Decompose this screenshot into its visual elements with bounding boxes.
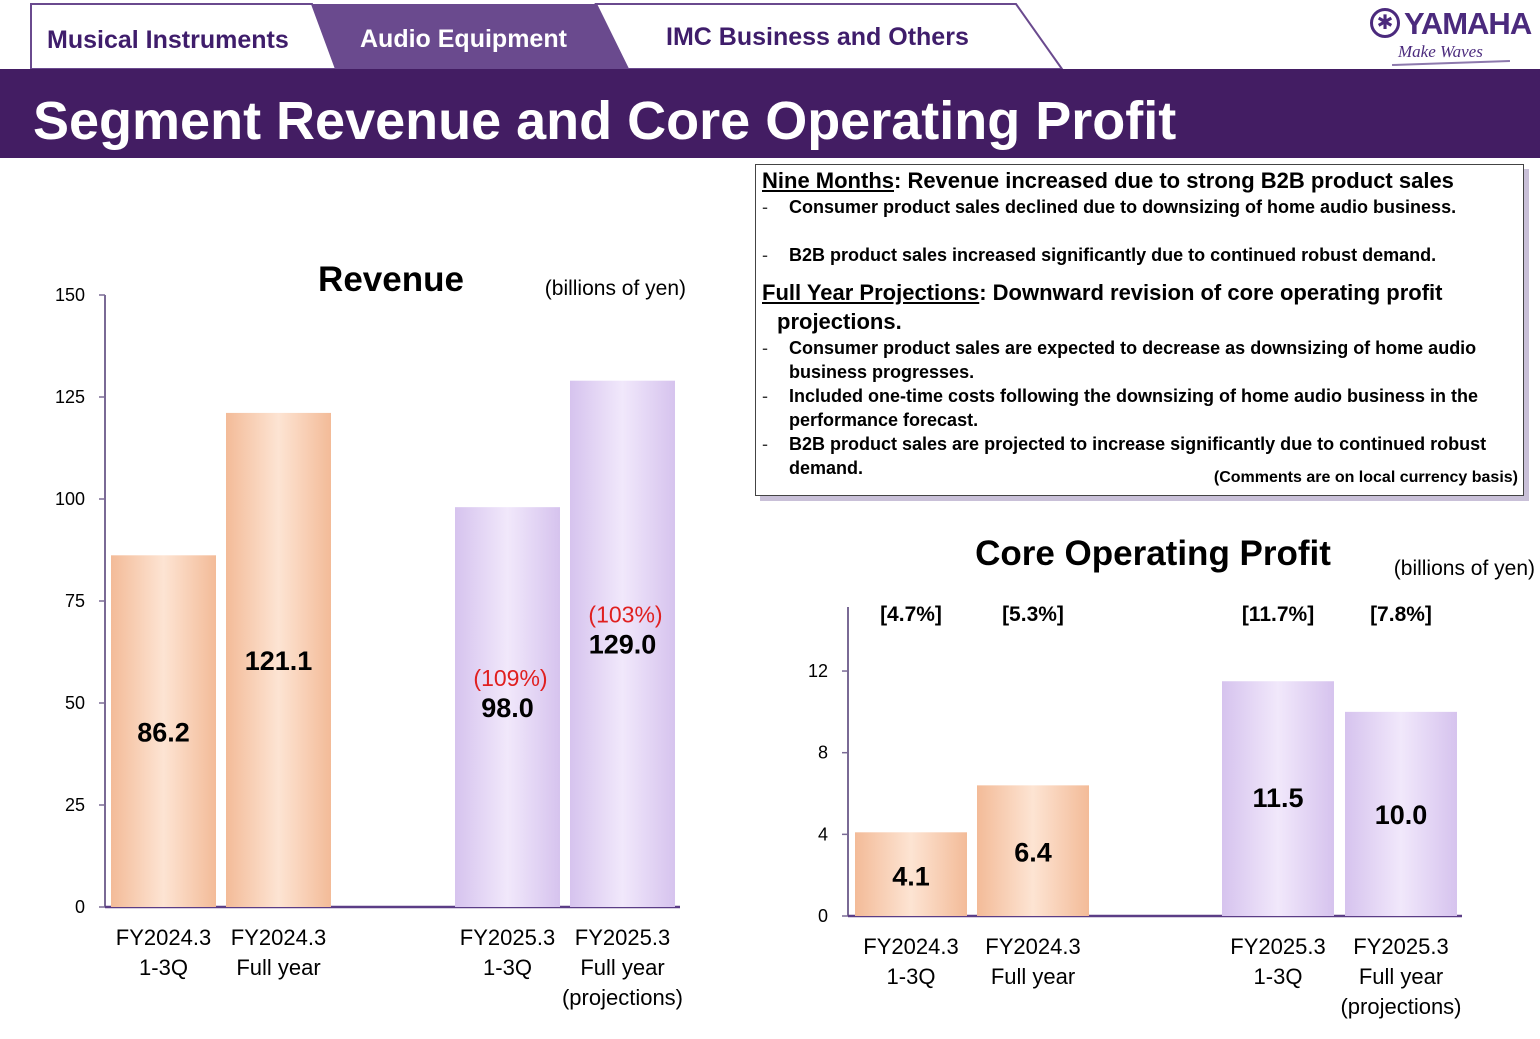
y-tick-label: 0 bbox=[818, 906, 828, 926]
category-label: Full year bbox=[991, 964, 1075, 989]
bar-value-label: 121.1 bbox=[245, 646, 313, 676]
tuning-fork-icon: ✱ bbox=[1370, 8, 1400, 38]
bar bbox=[977, 785, 1089, 916]
bar bbox=[455, 507, 560, 907]
y-tick-label: 25 bbox=[65, 795, 85, 815]
bar-value-label: 11.5 bbox=[1252, 783, 1303, 813]
y-tick-label: 125 bbox=[55, 387, 85, 407]
category-label: Full year bbox=[1359, 964, 1443, 989]
chart-title: Core Operating Profit bbox=[975, 534, 1331, 573]
tab-audio-equipment[interactable]: Audio Equipment bbox=[360, 25, 567, 53]
category-label: Full year bbox=[236, 955, 320, 980]
yamaha-logo: ✱ YAMAHA Make Waves bbox=[1370, 6, 1532, 67]
category-label: 1-3Q bbox=[483, 955, 532, 980]
revenue-chart: Revenue (billions of yen) 0 25 50 75 100 125 150… bbox=[55, 260, 686, 1010]
tab-musical-instruments[interactable]: Musical Instruments bbox=[47, 26, 289, 54]
full-year-headline: : Downward revision of core operating pr… bbox=[979, 280, 1443, 305]
full-year-heading: Full Year Projections: Downward revision… bbox=[762, 280, 1443, 306]
unit-label: (billions of yen) bbox=[545, 277, 686, 300]
category-label: 1-3Q bbox=[139, 955, 188, 980]
nine-months-headline: : Revenue increased due to strong B2B pr… bbox=[894, 168, 1454, 193]
category-label: FY2024.3 bbox=[863, 934, 958, 959]
full-year-label: Full Year Projections bbox=[762, 280, 980, 305]
bar-value-label: 4.1 bbox=[892, 861, 930, 891]
bar bbox=[111, 555, 216, 907]
bar bbox=[570, 380, 675, 907]
segment-tabs: Musical Instruments Audio Equipment IMC … bbox=[0, 0, 1080, 72]
yoy-label: (109%) bbox=[473, 665, 547, 691]
nine-months-heading: Nine Months: Revenue increased due to st… bbox=[762, 168, 1454, 194]
margin-label: [5.3%] bbox=[1002, 603, 1064, 626]
chart-title: Revenue bbox=[318, 260, 464, 299]
bar-value-label: 98.0 bbox=[481, 693, 534, 723]
comment-box: Nine Months: Revenue increased due to st… bbox=[755, 164, 1524, 496]
unit-label: (billions of yen) bbox=[1394, 557, 1535, 580]
bar bbox=[1222, 681, 1334, 916]
bar-value-label: 10.0 bbox=[1375, 800, 1428, 830]
bar-value-label: 129.0 bbox=[589, 630, 657, 660]
margin-label: [11.7%] bbox=[1242, 603, 1314, 626]
margin-label: [4.7%] bbox=[880, 603, 942, 626]
core-operating-profit-chart: Core Operating Profit (billions of yen) 0 4… bbox=[808, 534, 1535, 1019]
y-tick-label: 100 bbox=[55, 489, 85, 509]
category-label: 1-3Q bbox=[887, 964, 936, 989]
bar bbox=[1345, 711, 1457, 916]
y-tick-label: 8 bbox=[818, 743, 828, 763]
category-label: FY2025.3 bbox=[1353, 934, 1448, 959]
category-label: 1-3Q bbox=[1254, 964, 1303, 989]
title-band bbox=[0, 69, 1540, 158]
category-label: (projections) bbox=[562, 985, 683, 1010]
y-tick-label: 12 bbox=[808, 661, 828, 681]
y-tick-label: 4 bbox=[818, 824, 828, 844]
category-label: FY2024.3 bbox=[985, 934, 1080, 959]
category-label: FY2025.3 bbox=[460, 925, 555, 950]
category-label: Full year bbox=[580, 955, 664, 980]
bar bbox=[226, 412, 331, 907]
currency-note: (Comments are on local currency basis) bbox=[1213, 469, 1518, 486]
margin-label: [7.8%] bbox=[1370, 603, 1432, 626]
tab-audio-equipment-shape[interactable] bbox=[312, 4, 628, 69]
category-label: FY2024.3 bbox=[116, 925, 211, 950]
y-tick-label: 0 bbox=[75, 897, 85, 917]
logo-tagline: Make Waves bbox=[1398, 42, 1483, 61]
bar bbox=[855, 832, 967, 916]
y-tick-label: 50 bbox=[65, 693, 85, 713]
logo-text: YAMAHA bbox=[1404, 6, 1532, 41]
y-tick-label: 75 bbox=[65, 591, 85, 611]
full-year-headline-cont: projections. bbox=[777, 309, 902, 334]
category-label: (projections) bbox=[1340, 994, 1461, 1019]
page-title: Segment Revenue and Core Operating Profi… bbox=[33, 91, 1177, 151]
tabs-shape bbox=[30, 3, 1064, 70]
bar-value-label: 6.4 bbox=[1014, 837, 1052, 867]
category-label: FY2024.3 bbox=[231, 925, 326, 950]
bar-value-label: 86.2 bbox=[137, 717, 190, 747]
tab-imc-business[interactable]: IMC Business and Others bbox=[666, 23, 969, 51]
y-tick-label: 150 bbox=[55, 285, 85, 305]
category-label: FY2025.3 bbox=[575, 925, 670, 950]
category-label: FY2025.3 bbox=[1230, 934, 1325, 959]
yoy-label: (103%) bbox=[588, 602, 662, 628]
nine-months-label: Nine Months bbox=[762, 168, 894, 193]
